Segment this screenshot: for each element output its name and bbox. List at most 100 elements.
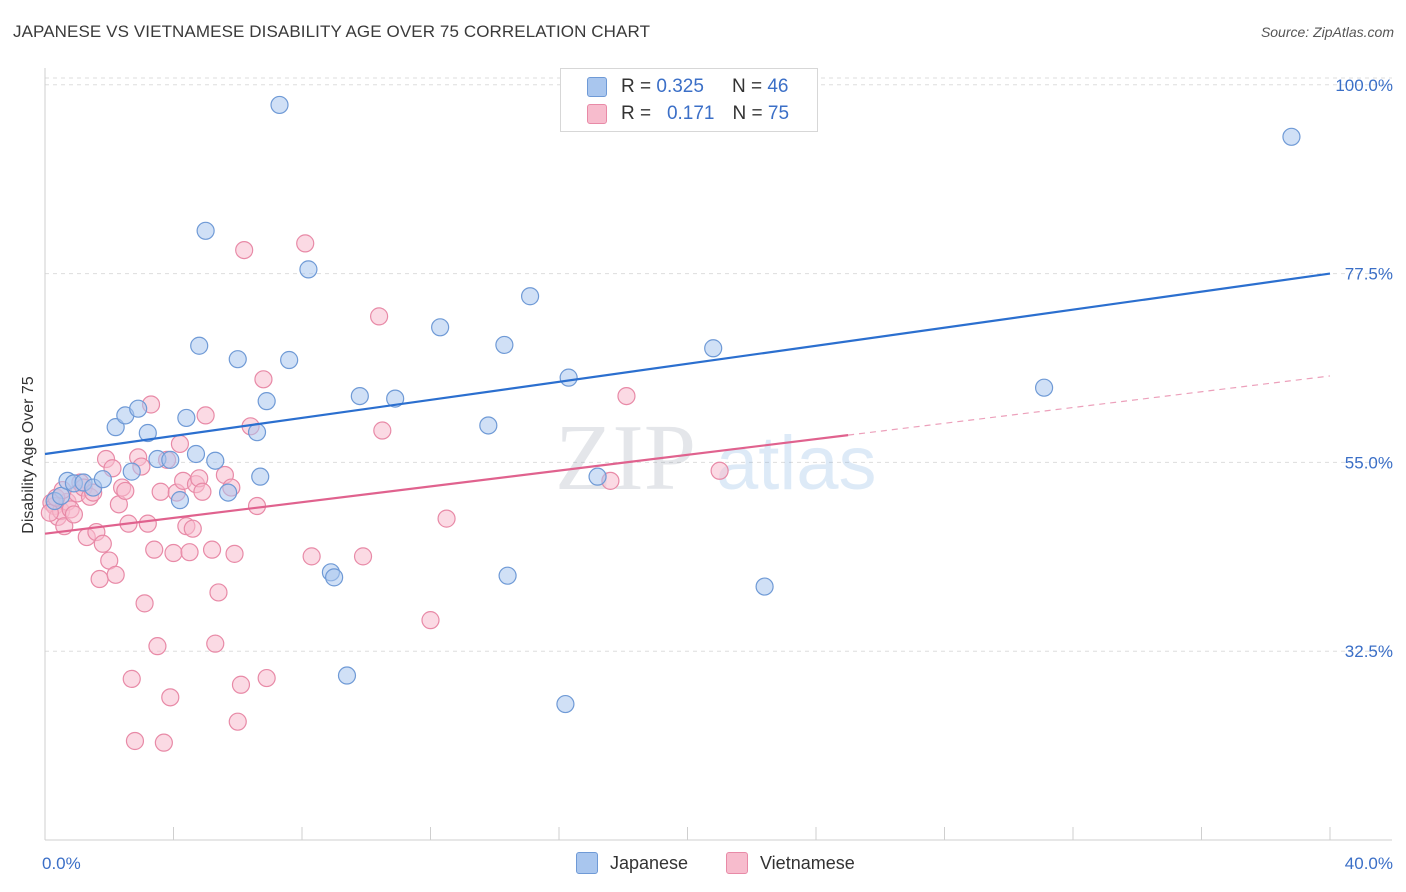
vietnamese-point	[421, 611, 440, 630]
japanese-point	[51, 486, 71, 506]
vietnamese-point	[151, 482, 170, 501]
vietnamese-trend-line	[44, 434, 849, 535]
japanese-r-value: 0.325	[656, 76, 704, 97]
vietnamese-point	[228, 712, 247, 731]
vietnamese-point	[116, 481, 135, 501]
vietnamese-point	[154, 733, 173, 752]
japanese-point	[1034, 378, 1054, 397]
japanese-point	[170, 491, 190, 510]
vietnamese-point	[138, 514, 157, 533]
japanese-point	[206, 451, 225, 470]
vietnamese-point	[135, 594, 154, 613]
vietnamese-point	[617, 387, 636, 406]
japanese-point	[559, 368, 578, 387]
japanese-point	[299, 260, 318, 279]
n-label: N =	[731, 76, 763, 97]
japanese-point	[556, 694, 575, 714]
vietnamese-point	[106, 565, 125, 584]
japanese-point	[1282, 127, 1301, 146]
vietnamese-point	[373, 421, 392, 440]
japanese-point	[186, 444, 206, 464]
japanese-point	[219, 483, 238, 502]
vietnamese-point	[145, 540, 164, 559]
n-label: N =	[732, 103, 763, 124]
japanese-point	[93, 470, 112, 489]
japanese-legend-swatch	[576, 852, 598, 874]
vietnamese-point	[183, 519, 202, 538]
vietnamese-point	[353, 547, 373, 566]
japanese-point	[196, 221, 215, 240]
stats-legend: R = 0.325 N = 46 R = 0.171 N = 75	[560, 68, 818, 132]
grid-lines	[45, 77, 1392, 652]
legend-item-japanese: Japanese	[576, 852, 688, 874]
japanese-point	[280, 350, 299, 370]
vietnamese-legend-label: Vietnamese	[760, 852, 855, 873]
vietnamese-point	[257, 668, 276, 688]
japanese-point	[325, 568, 344, 587]
vietnamese-point	[206, 634, 225, 653]
japanese-point	[495, 335, 514, 355]
japanese-point	[386, 389, 405, 408]
japanese-point	[704, 339, 723, 358]
japanese-point	[257, 392, 276, 411]
vietnamese-point	[202, 540, 222, 559]
vietnamese-point	[370, 307, 389, 326]
japanese-point	[350, 387, 369, 406]
japanese-point	[498, 566, 517, 585]
x-tick-label: 40.0%	[1345, 854, 1393, 873]
japanese-point	[228, 350, 247, 369]
vietnamese-point	[125, 731, 145, 751]
japanese-point	[138, 423, 157, 443]
vietnamese-point	[254, 370, 273, 389]
japanese-point	[106, 418, 125, 437]
watermark-zip: ZIP	[555, 406, 696, 510]
vietnamese-point	[235, 240, 254, 260]
japanese-n-value: 46	[767, 76, 789, 97]
japanese-point	[588, 467, 607, 486]
japanese-point	[431, 318, 450, 337]
vietnamese-point	[93, 534, 112, 553]
vietnamese-point	[196, 406, 215, 425]
trend-lines	[44, 272, 1331, 535]
vietnamese-point	[209, 583, 228, 602]
r-label: R =	[621, 76, 652, 97]
y-axis-label: Disability Age Over 75	[20, 376, 37, 534]
axes: Disability Age Over 75	[20, 68, 1392, 841]
vietnamese-legend-swatch	[726, 852, 748, 874]
japanese-point	[520, 287, 540, 306]
legend-item-vietnamese: Vietnamese	[726, 852, 855, 874]
y-tick-label: 100.0%	[1335, 76, 1393, 95]
legend-row-vietnamese: R = 0.171 N = 75	[587, 103, 789, 125]
chart-title: JAPANESE VS VIETNAMESE DISABILITY AGE OV…	[13, 22, 651, 41]
japanese-legend-label: Japanese	[610, 852, 689, 873]
vietnamese-point	[231, 675, 251, 694]
japanese-point	[177, 408, 196, 428]
vietnamese-point	[170, 434, 190, 454]
vietnamese-point	[161, 688, 180, 707]
y-tick-label: 32.5%	[1345, 642, 1393, 661]
vietnamese-point	[148, 637, 167, 656]
vietnamese-point	[164, 543, 183, 563]
vietnamese-n-value: 75	[767, 103, 790, 124]
vietnamese-point	[64, 505, 84, 524]
r-label: R =	[621, 103, 652, 124]
japanese-point	[337, 666, 357, 685]
vietnamese-point	[437, 509, 456, 528]
japanese-point	[122, 462, 141, 481]
japanese-point	[129, 399, 148, 418]
y-tick-label: 55.0%	[1345, 453, 1393, 472]
source-label: Source: ZipAtlas.com	[1260, 24, 1394, 40]
japanese-point	[479, 416, 498, 435]
vietnamese-point	[710, 461, 729, 480]
japanese-point	[247, 423, 267, 442]
vietnamese-point	[193, 482, 212, 501]
vietnamese-point	[296, 234, 315, 253]
legend-row-japanese: R = 0.325 N = 46	[587, 76, 788, 98]
japanese-swatch	[587, 77, 607, 97]
tick-labels: 32.5% 55.0% 77.5% 100.0% 0.0% 40.0%	[42, 76, 1393, 873]
japanese-point	[190, 336, 209, 355]
japanese-trend-line	[44, 272, 1331, 456]
y-tick-label: 77.5%	[1345, 265, 1393, 284]
x-tick-label: 0.0%	[42, 854, 81, 873]
